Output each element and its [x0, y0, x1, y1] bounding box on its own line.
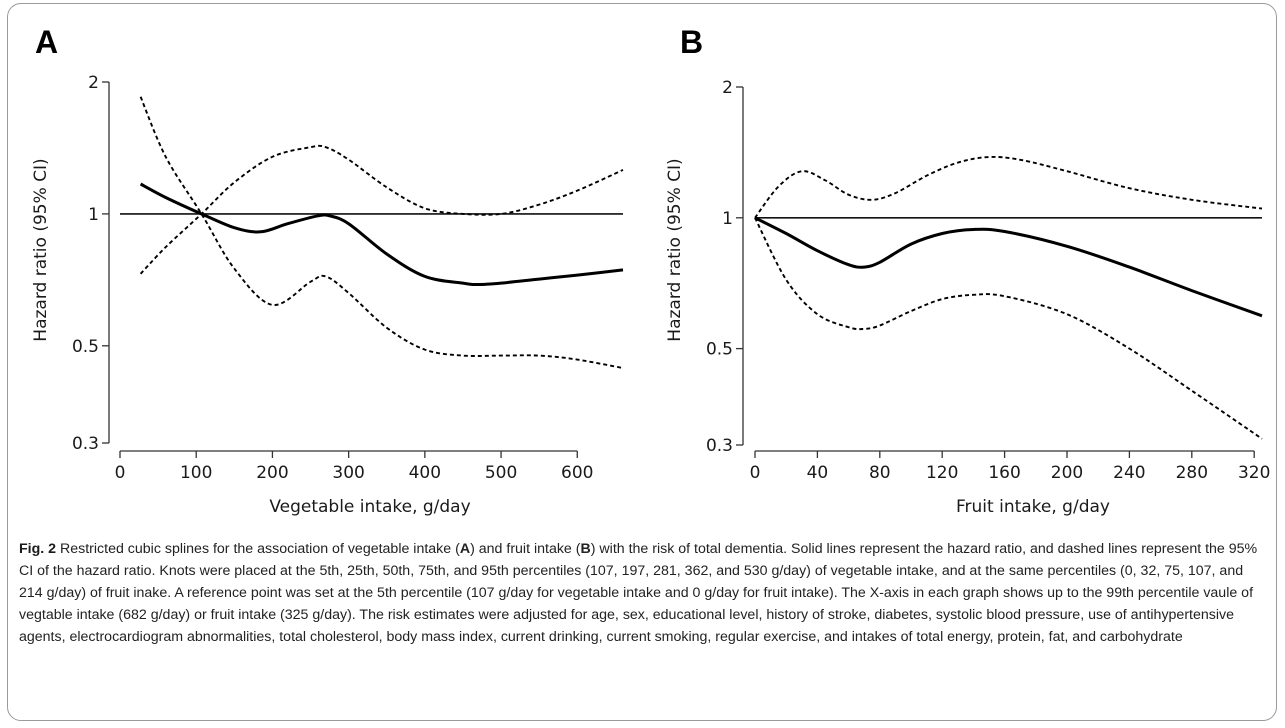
panel-a-y-tick-label: 1: [88, 205, 99, 225]
panel-b-x-tick-label: 240: [1113, 463, 1145, 483]
figure-frame: [7, 3, 1277, 721]
panel-a-y-tick-label: 0.3: [72, 434, 99, 454]
panel-b-x-tick-label: 40: [807, 463, 829, 483]
panel-a-x-tick-label: 500: [485, 463, 517, 483]
panel-a-y-tick-label: 2: [88, 73, 99, 93]
caption-bold-b: B: [580, 541, 591, 557]
caption-text-1: Restricted cubic splines for the associa…: [56, 541, 460, 557]
panel-a-axes: 0 100 200 300 400 500 600 0.3 0.5 1 2: [72, 73, 594, 483]
panel-a-x-tick-label: 0: [115, 463, 126, 483]
panel-b-x-tick-label: 160: [988, 463, 1020, 483]
panel-b-ylabel: Hazard ratio (95% CI): [665, 158, 685, 341]
panel-b-xlabel: Fruit intake, g/day: [956, 497, 1110, 517]
panel-b-x-tick-label: 80: [869, 463, 891, 483]
panel-a-x-tick-label: 400: [409, 463, 441, 483]
caption-text-3: ) with the risk of total dementia. Solid…: [19, 541, 1258, 645]
panel-a-ci-line-1: [139, 96, 624, 369]
panel-b-x-tick-label: 120: [926, 463, 958, 483]
panel-b-x-tick-label: 200: [1051, 463, 1083, 483]
panel-a-y-tick-label: 0.5: [72, 337, 99, 357]
panel-b-x-tick-label: 280: [1176, 463, 1208, 483]
panel-b-axes: 0 40 80 120 160 200 240 280 320 0.3 0.5 1 2: [706, 78, 1270, 483]
caption-fig-label: Fig. 2: [19, 541, 57, 557]
panel-a-ci-line-2: [139, 144, 624, 275]
panel-a-ylabel: Hazard ratio (95% CI): [31, 158, 51, 341]
panel-a-xlabel: Vegetable intake, g/day: [269, 497, 470, 517]
panel-b-y-tick-label: 0.5: [706, 340, 733, 360]
panel-a-x-tick-label: 300: [332, 463, 364, 483]
panel-b-x-tick-label: 0: [750, 463, 761, 483]
panel-b-x-tick-label: 320: [1238, 463, 1270, 483]
caption-text-2: ) and fruit intake (: [470, 541, 581, 557]
panel-b-hazard-ratio-line: [754, 216, 1263, 318]
panel-a-plot: [120, 96, 624, 369]
panel-b-y-tick-label: 2: [722, 78, 733, 98]
panel-b-ci-line-2: [754, 155, 1263, 219]
panel-a: A 0 100 200 300 400 500 600 0.3 0.5 1 2 Vegetable …: [31, 24, 624, 517]
panel-a-x-tick-label: 600: [561, 463, 593, 483]
panel-b-y-tick-label: 1: [722, 209, 733, 229]
panel-b-plot: [754, 155, 1263, 440]
panel-b: B 0 40 80 120 160 200 240 280 320 0.3 0.5 1 2 Fruit …: [665, 24, 1270, 517]
panel-b-letter: B: [680, 24, 703, 60]
panel-b-ci-line-1: [754, 217, 1263, 440]
figure-caption: Fig. 2 Restricted cubic splines for the …: [19, 538, 1269, 648]
panel-a-x-tick-label: 200: [256, 463, 288, 483]
panel-a-hazard-ratio-line: [139, 182, 624, 287]
panel-b-y-tick-label: 0.3: [706, 436, 733, 456]
panel-a-x-tick-label: 100: [180, 463, 212, 483]
panel-a-letter: A: [35, 24, 58, 60]
caption-bold-a: A: [459, 541, 471, 557]
